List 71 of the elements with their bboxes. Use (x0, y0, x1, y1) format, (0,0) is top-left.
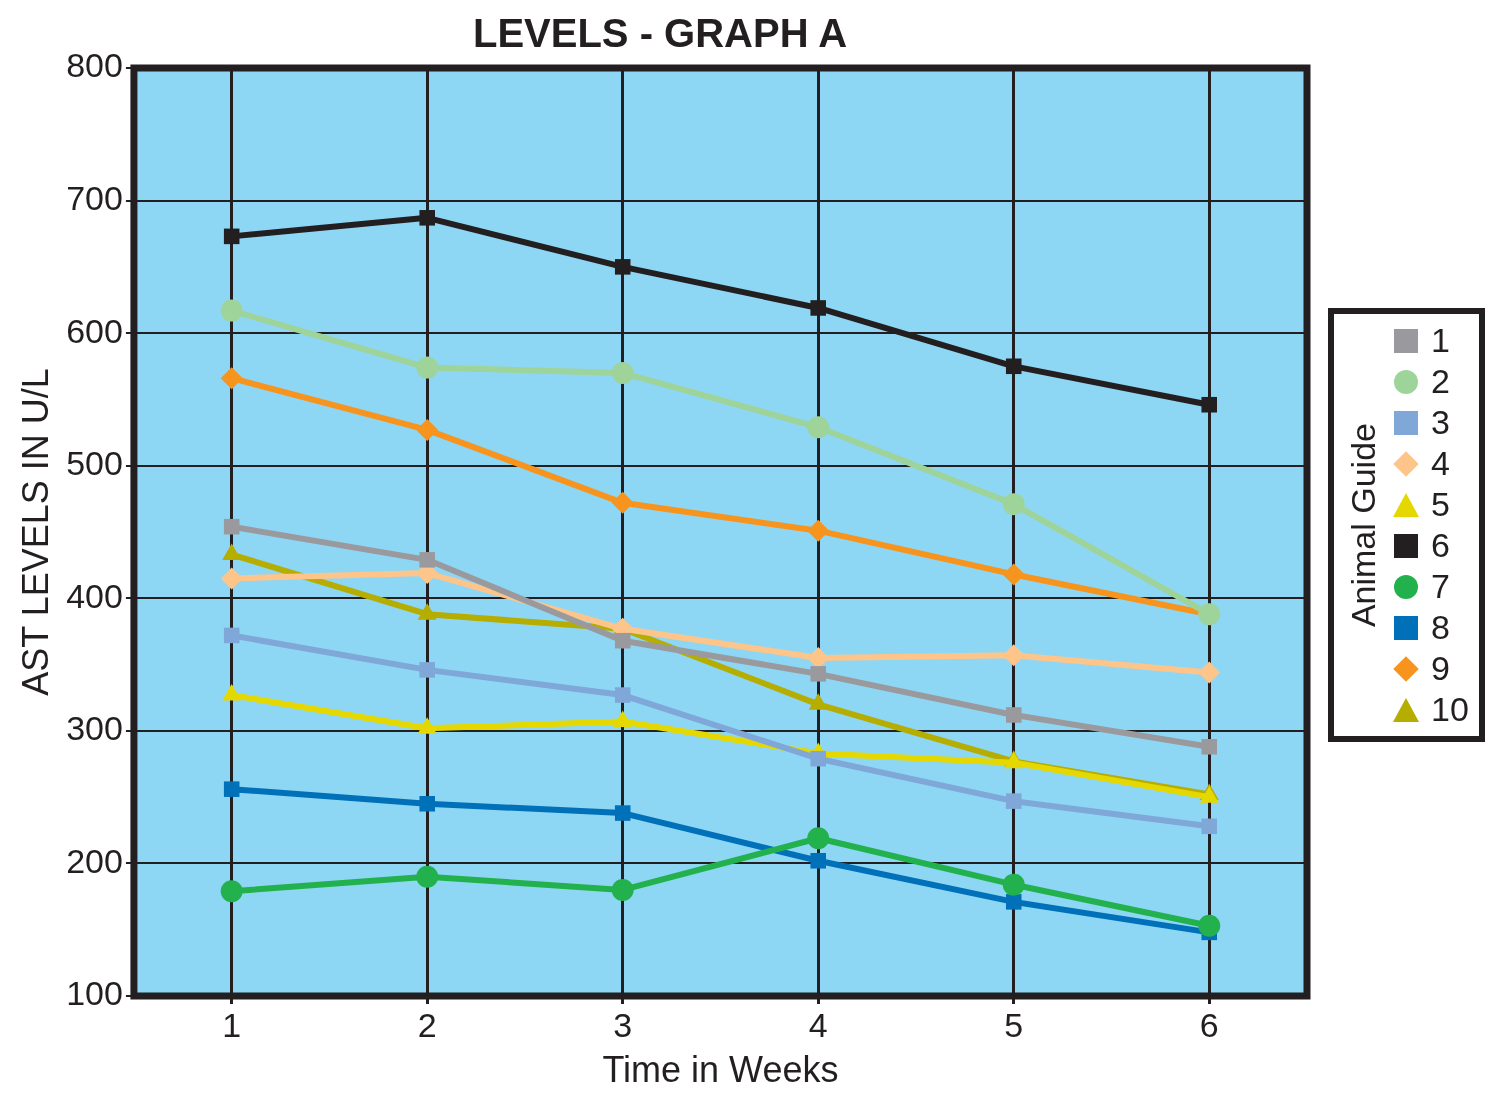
point (1002, 493, 1025, 516)
x-tick-label: 2 (417, 1005, 437, 1044)
point (419, 662, 435, 678)
x-tick-label: 3 (613, 1005, 633, 1044)
point (611, 361, 634, 384)
point (223, 228, 240, 245)
point (1005, 707, 1022, 723)
point (1201, 818, 1218, 835)
legend-label: 10 (1431, 690, 1469, 729)
y-tick-label: 100 (66, 974, 123, 1013)
legend-label: 8 (1431, 608, 1450, 647)
point (1198, 661, 1221, 684)
point (419, 210, 435, 226)
legend-label: 9 (1431, 649, 1450, 688)
point (614, 632, 631, 649)
x-tick-label: 5 (1004, 1005, 1024, 1044)
point (614, 805, 631, 821)
point (223, 781, 240, 797)
y-axis-title: AST LEVELS IN U/L (14, 368, 56, 696)
point (611, 878, 634, 901)
point (1201, 396, 1218, 413)
point (419, 795, 435, 812)
chart-title: LEVELS - GRAPH A (472, 11, 848, 56)
y-tick-label: 800 (66, 46, 123, 85)
point (807, 827, 830, 850)
point (810, 853, 826, 869)
legend-label: 7 (1431, 567, 1450, 606)
point (416, 865, 439, 888)
x-axis-title: Time in Weeks (602, 1049, 839, 1091)
point (1002, 873, 1025, 896)
point (220, 880, 243, 903)
y-tick-label: 700 (66, 178, 123, 217)
legend-label: 5 (1431, 485, 1450, 524)
y-tick-label: 400 (66, 576, 123, 615)
x-tick-label: 1 (222, 1005, 242, 1044)
point (416, 356, 439, 379)
point (810, 666, 826, 682)
point (1002, 563, 1025, 586)
y-tick-label: 500 (66, 444, 123, 483)
point (1002, 644, 1025, 667)
point (807, 519, 830, 542)
point (1005, 793, 1022, 809)
point (223, 518, 240, 535)
y-tick-label: 300 (66, 709, 123, 748)
point (614, 259, 631, 275)
legend-label: 4 (1431, 444, 1450, 483)
point (1005, 358, 1022, 375)
point (1198, 914, 1221, 937)
point (614, 687, 631, 703)
legend-label: 1 (1431, 321, 1450, 360)
point (1005, 894, 1022, 910)
point (810, 300, 826, 316)
legend-label: 2 (1431, 362, 1450, 401)
legend-title: Animal Guide (1344, 422, 1383, 628)
point (220, 367, 243, 390)
point (611, 491, 634, 514)
y-tick-label: 600 (66, 311, 123, 350)
x-tick-label: 6 (1199, 1005, 1219, 1044)
point (807, 646, 830, 669)
point (416, 418, 439, 441)
y-tick-label: 200 (66, 841, 123, 880)
point (810, 750, 826, 767)
point (220, 299, 243, 322)
legend-label: 3 (1431, 403, 1450, 442)
legend-label: 6 (1431, 526, 1450, 565)
point (807, 416, 830, 439)
x-tick-label: 4 (808, 1005, 828, 1044)
point (419, 552, 435, 568)
point (1201, 738, 1218, 755)
point (220, 567, 243, 590)
point (223, 627, 240, 644)
